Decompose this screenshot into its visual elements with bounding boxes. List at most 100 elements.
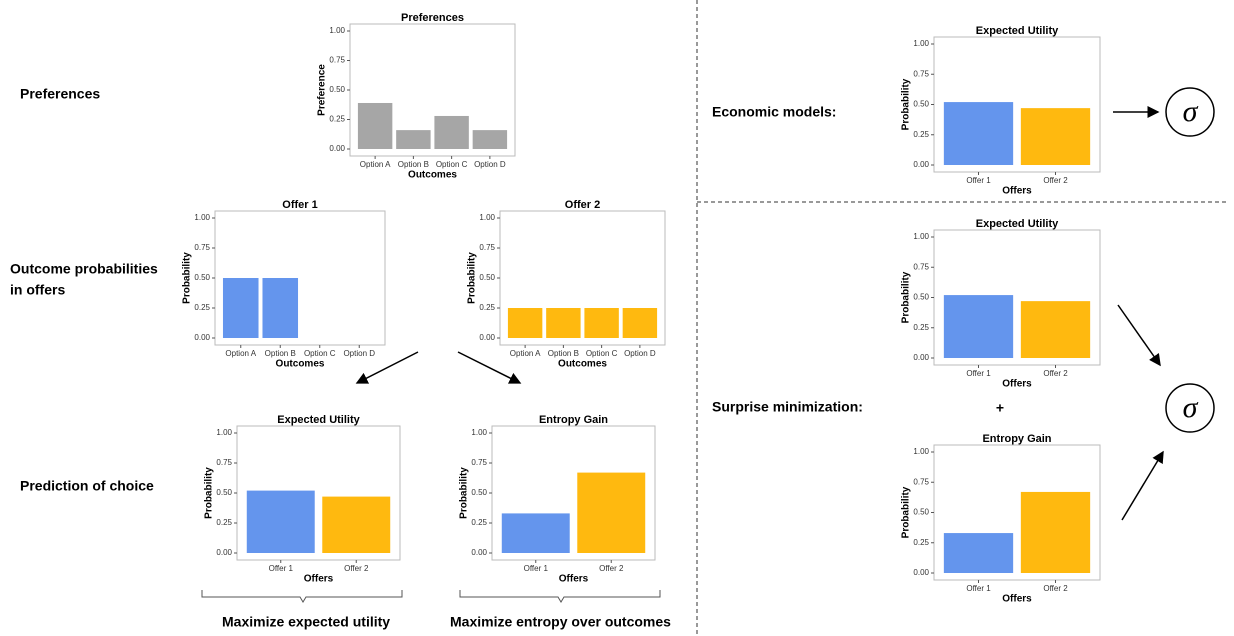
y-axis-title: Probability bbox=[901, 271, 912, 323]
row-label: Outcome probabilities bbox=[10, 261, 158, 277]
y-tick-label: 0.00 bbox=[216, 548, 232, 557]
x-axis-title: Offers bbox=[1002, 379, 1032, 390]
y-tick-label: 0.75 bbox=[471, 458, 487, 467]
y-tick-label: 0.00 bbox=[471, 548, 487, 557]
y-tick-label: 0.50 bbox=[913, 100, 929, 109]
row-label: in offers bbox=[10, 282, 65, 298]
x-axis-title: Outcomes bbox=[558, 359, 607, 370]
bar bbox=[246, 490, 315, 553]
chart-title: Entropy Gain bbox=[539, 414, 608, 426]
y-tick-label: 0.75 bbox=[913, 477, 929, 486]
chart-title: Entropy Gain bbox=[982, 433, 1051, 445]
x-tick-label: Option D bbox=[474, 160, 506, 169]
x-tick-label: Offer 1 bbox=[524, 564, 549, 573]
x-tick-label: Option C bbox=[586, 349, 618, 358]
bar bbox=[584, 308, 619, 338]
y-tick-label: 0.00 bbox=[913, 353, 929, 362]
chart-title: Expected Utility bbox=[976, 25, 1059, 37]
x-tick-label: Offer 2 bbox=[1043, 584, 1068, 593]
y-tick-label: 0.50 bbox=[471, 488, 487, 497]
y-tick-label: 0.75 bbox=[329, 56, 345, 65]
y-tick-label: 1.00 bbox=[216, 428, 232, 437]
x-tick-label: Option C bbox=[304, 349, 336, 358]
y-tick-label: 0.25 bbox=[471, 518, 487, 527]
y-tick-label: 0.00 bbox=[913, 160, 929, 169]
sigma-circle bbox=[1165, 87, 1215, 137]
y-tick-label: 1.00 bbox=[194, 213, 210, 222]
y-tick-label: 0.25 bbox=[194, 303, 210, 312]
bar bbox=[501, 513, 570, 553]
y-tick-label: 0.00 bbox=[913, 568, 929, 577]
bar bbox=[396, 130, 431, 149]
bar bbox=[322, 496, 391, 553]
arrow bbox=[355, 351, 419, 384]
x-tick-label: Offer 2 bbox=[1043, 176, 1068, 185]
x-tick-label: Offer 1 bbox=[269, 564, 294, 573]
caption: Maximize expected utility bbox=[222, 614, 390, 630]
y-tick-label: 0.50 bbox=[329, 85, 345, 94]
y-tick-label: 0.75 bbox=[479, 243, 495, 252]
bar bbox=[357, 102, 393, 149]
x-tick-label: Option B bbox=[398, 160, 429, 169]
x-tick-label: Offer 2 bbox=[1043, 369, 1068, 378]
row-label: Economic models: bbox=[712, 104, 836, 120]
x-axis-title: Offers bbox=[559, 574, 589, 585]
y-axis-title: Probability bbox=[459, 467, 470, 519]
y-tick-label: 0.25 bbox=[913, 538, 929, 547]
y-tick-label: 0.50 bbox=[913, 508, 929, 517]
x-tick-label: Offer 1 bbox=[966, 584, 991, 593]
row-label: Prediction of choice bbox=[20, 478, 154, 494]
y-axis-title: Preference bbox=[317, 64, 328, 116]
bar bbox=[943, 102, 1014, 165]
y-tick-label: 1.00 bbox=[913, 447, 929, 456]
y-tick-label: 0.50 bbox=[479, 273, 495, 282]
brace bbox=[459, 590, 661, 603]
x-axis-title: Outcomes bbox=[276, 359, 325, 370]
chart-title: Expected Utility bbox=[976, 218, 1059, 230]
bar bbox=[434, 115, 469, 149]
y-tick-label: 0.25 bbox=[913, 323, 929, 332]
x-tick-label: Option B bbox=[548, 349, 579, 358]
chart-title: Offer 2 bbox=[565, 199, 600, 211]
x-axis-title: Offers bbox=[304, 574, 334, 585]
x-tick-label: Offer 1 bbox=[966, 369, 991, 378]
x-tick-label: Option D bbox=[343, 349, 375, 358]
sigma: σ bbox=[1183, 391, 1199, 424]
arrow bbox=[1117, 304, 1161, 367]
y-axis-title: Probability bbox=[467, 252, 478, 304]
chart-title: Expected Utility bbox=[277, 414, 360, 426]
bar bbox=[1020, 491, 1091, 573]
row-label: Preferences bbox=[20, 86, 100, 102]
y-tick-label: 1.00 bbox=[913, 39, 929, 48]
x-tick-label: Option C bbox=[436, 160, 468, 169]
bar bbox=[472, 130, 508, 149]
y-tick-label: 0.25 bbox=[216, 518, 232, 527]
chart-title: Preferences bbox=[401, 12, 464, 24]
y-tick-label: 0.50 bbox=[913, 293, 929, 302]
y-tick-label: 0.50 bbox=[194, 273, 210, 282]
x-tick-label: Offer 2 bbox=[599, 564, 624, 573]
bar bbox=[507, 308, 543, 338]
bar bbox=[222, 278, 259, 338]
y-tick-label: 0.00 bbox=[479, 333, 495, 342]
bar bbox=[622, 308, 658, 338]
row-label: Surprise minimization: bbox=[712, 399, 863, 415]
x-tick-label: Option A bbox=[510, 349, 541, 358]
x-tick-label: Option A bbox=[360, 160, 391, 169]
y-tick-label: 1.00 bbox=[913, 232, 929, 241]
bar bbox=[262, 278, 299, 338]
y-tick-label: 0.25 bbox=[329, 115, 345, 124]
y-axis-title: Probability bbox=[204, 467, 215, 519]
x-axis-title: Offers bbox=[1002, 186, 1032, 197]
x-axis-title: Offers bbox=[1002, 594, 1032, 605]
y-tick-label: 0.75 bbox=[216, 458, 232, 467]
arrow bbox=[1121, 450, 1164, 521]
x-tick-label: Option D bbox=[624, 349, 656, 358]
plus: + bbox=[996, 400, 1004, 416]
y-tick-label: 0.75 bbox=[913, 262, 929, 271]
y-axis-title: Probability bbox=[901, 486, 912, 538]
chart-title: Offer 1 bbox=[282, 199, 317, 211]
brace bbox=[201, 590, 403, 603]
y-tick-label: 0.25 bbox=[913, 130, 929, 139]
